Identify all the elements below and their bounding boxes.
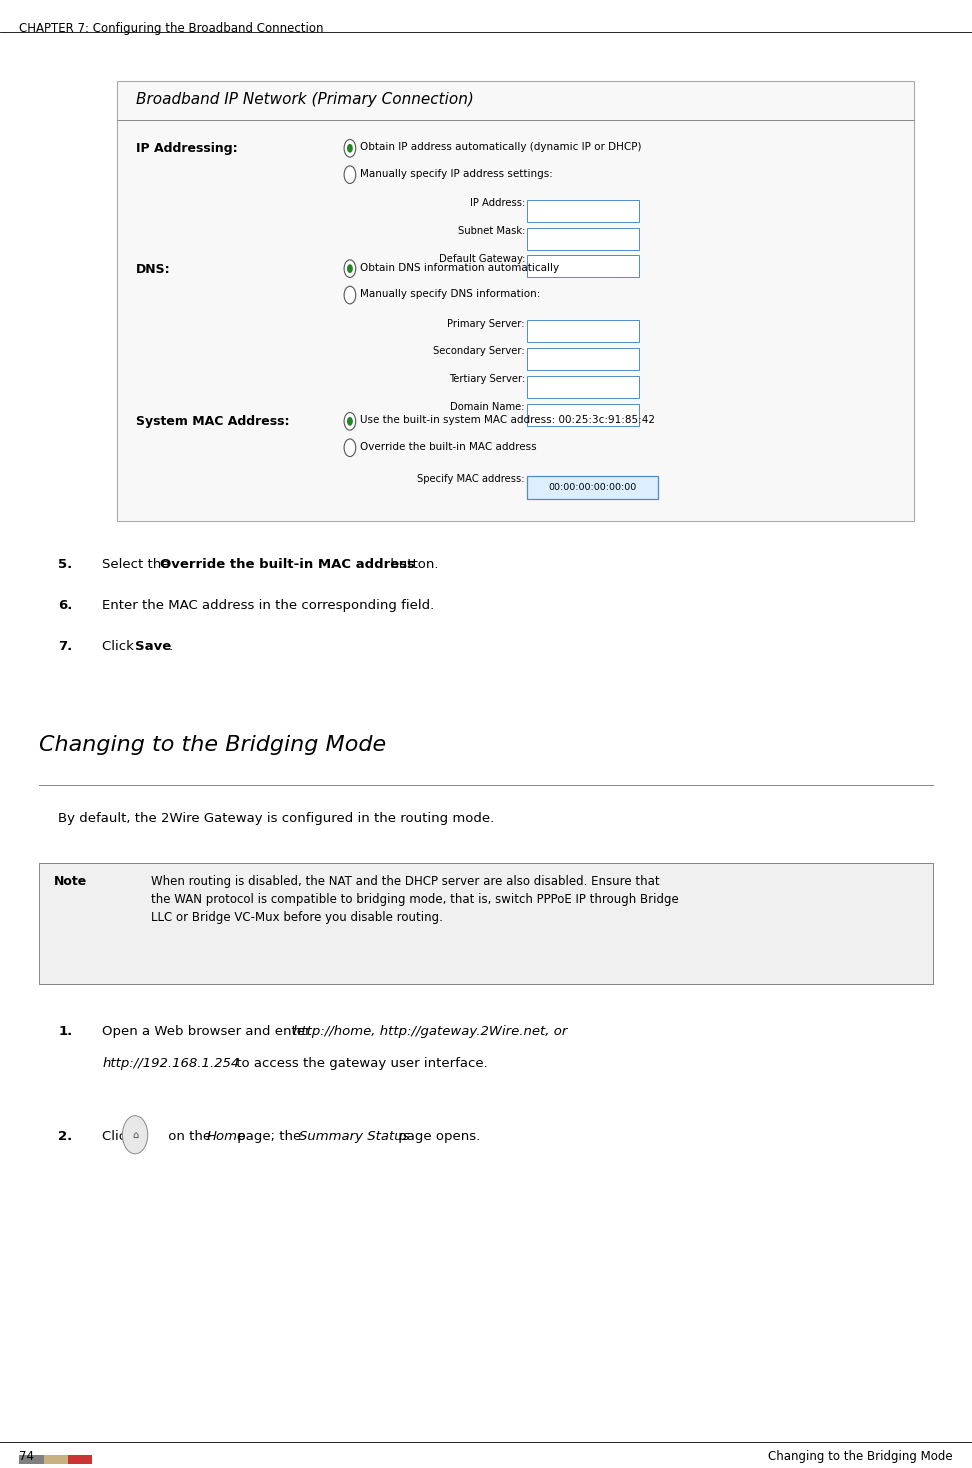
Text: 1.: 1. (58, 1025, 73, 1038)
Circle shape (344, 439, 356, 457)
FancyBboxPatch shape (527, 200, 639, 222)
Text: Obtain DNS information automatically: Obtain DNS information automatically (360, 263, 559, 273)
Text: Select the: Select the (102, 558, 174, 571)
Text: page; the: page; the (233, 1130, 306, 1144)
Circle shape (347, 144, 353, 153)
FancyBboxPatch shape (527, 255, 639, 277)
Text: Summary Status: Summary Status (299, 1130, 410, 1144)
Text: 74: 74 (19, 1450, 34, 1464)
Text: 7.: 7. (58, 640, 73, 653)
Text: 2.: 2. (58, 1130, 73, 1144)
Text: .: . (168, 640, 172, 653)
Text: Obtain IP address automatically (dynamic IP or DHCP): Obtain IP address automatically (dynamic… (360, 142, 642, 153)
FancyBboxPatch shape (527, 476, 658, 499)
Circle shape (344, 286, 356, 304)
FancyBboxPatch shape (117, 81, 914, 521)
Text: DNS:: DNS: (136, 263, 171, 276)
Circle shape (344, 139, 356, 157)
Text: IP Addressing:: IP Addressing: (136, 142, 238, 156)
Text: By default, the 2Wire Gateway is configured in the routing mode.: By default, the 2Wire Gateway is configu… (58, 812, 495, 825)
Circle shape (344, 166, 356, 184)
Text: Secondary Server:: Secondary Server: (434, 346, 525, 357)
Text: Click: Click (102, 1130, 138, 1144)
Text: Open a Web browser and enter: Open a Web browser and enter (102, 1025, 315, 1038)
FancyBboxPatch shape (68, 1455, 92, 1464)
Text: System MAC Address:: System MAC Address: (136, 415, 290, 429)
Circle shape (122, 1116, 148, 1154)
FancyBboxPatch shape (44, 1455, 68, 1464)
Text: Tertiary Server:: Tertiary Server: (449, 374, 525, 385)
Text: ⌂: ⌂ (132, 1130, 138, 1139)
Text: Default Gateway:: Default Gateway: (438, 254, 525, 264)
Text: Broadband IP Network (Primary Connection): Broadband IP Network (Primary Connection… (136, 92, 474, 107)
Text: to access the gateway user interface.: to access the gateway user interface. (232, 1057, 488, 1070)
Text: When routing is disabled, the NAT and the DHCP server are also disabled. Ensure : When routing is disabled, the NAT and th… (151, 875, 678, 923)
Text: http://192.168.1.254: http://192.168.1.254 (102, 1057, 239, 1070)
Text: Override the built-in MAC address: Override the built-in MAC address (360, 442, 537, 452)
FancyBboxPatch shape (527, 320, 639, 342)
FancyBboxPatch shape (39, 863, 933, 984)
Text: Use the built-in system MAC address: 00:25:3c:91:85:42: Use the built-in system MAC address: 00:… (360, 415, 654, 426)
Text: page opens.: page opens. (394, 1130, 480, 1144)
Text: 6.: 6. (58, 599, 73, 612)
FancyBboxPatch shape (527, 348, 639, 370)
Text: Primary Server:: Primary Server: (447, 319, 525, 329)
Text: Enter the MAC address in the corresponding field.: Enter the MAC address in the correspondi… (102, 599, 434, 612)
Text: CHAPTER 7: Configuring the Broadband Connection: CHAPTER 7: Configuring the Broadband Con… (19, 22, 324, 35)
Text: Subnet Mask:: Subnet Mask: (458, 226, 525, 236)
Text: IP Address:: IP Address: (469, 198, 525, 208)
Text: Changing to the Bridging Mode: Changing to the Bridging Mode (768, 1450, 953, 1464)
FancyBboxPatch shape (19, 1455, 44, 1464)
Text: Note: Note (53, 875, 87, 888)
Text: on the: on the (164, 1130, 216, 1144)
Text: Override the built-in MAC address: Override the built-in MAC address (160, 558, 415, 571)
Text: 5.: 5. (58, 558, 73, 571)
Text: Manually specify DNS information:: Manually specify DNS information: (360, 289, 540, 299)
Text: Home: Home (207, 1130, 246, 1144)
Text: Manually specify IP address settings:: Manually specify IP address settings: (360, 169, 552, 179)
FancyBboxPatch shape (527, 376, 639, 398)
Circle shape (347, 417, 353, 426)
Text: http://home, http://gateway.2Wire.net, or: http://home, http://gateway.2Wire.net, o… (293, 1025, 567, 1038)
FancyBboxPatch shape (527, 404, 639, 426)
Circle shape (347, 264, 353, 273)
Circle shape (344, 413, 356, 430)
Text: button.: button. (386, 558, 438, 571)
Text: Domain Name:: Domain Name: (450, 402, 525, 413)
Text: Specify MAC address:: Specify MAC address: (417, 474, 525, 484)
Circle shape (344, 260, 356, 277)
Text: 00:00:00:00:00:00: 00:00:00:00:00:00 (548, 483, 637, 492)
Text: Changing to the Bridging Mode: Changing to the Bridging Mode (39, 735, 386, 756)
FancyBboxPatch shape (527, 228, 639, 250)
Text: Save: Save (135, 640, 171, 653)
Text: Click: Click (102, 640, 138, 653)
